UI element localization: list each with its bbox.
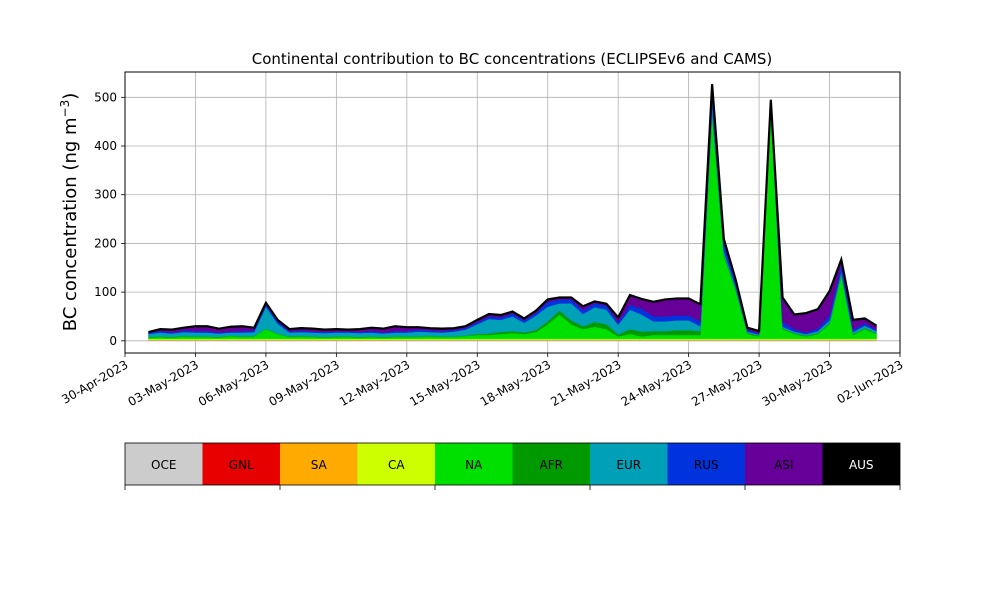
x-tick-label: 27-May-2023 [689,357,764,409]
y-axis-label-sup: −3 [58,100,72,118]
x-tick-label: 06-May-2023 [196,357,271,409]
y-tick-label: 300 [94,188,117,202]
stacked-areas [148,84,876,341]
x-tick-label: 09-May-2023 [266,357,341,409]
legend-label-gnl: GNL [229,458,254,472]
x-tick-label: 02-Jun-2023 [835,357,906,406]
legend-label-eur: EUR [616,458,641,472]
legend-label-rus: RUS [694,458,719,472]
y-tick-label: 100 [94,285,117,299]
y-tick-label: 200 [94,236,117,250]
x-axis: 30-Apr-202303-May-202306-May-202309-May-… [59,353,905,409]
colorbar-legend: OCE GNL SA CA NA AFR EUR RUS ASI AUS [125,443,900,490]
x-tick-label: 30-May-2023 [760,357,835,409]
x-tick-label: 21-May-2023 [548,357,623,409]
legend-label-sa: SA [311,458,328,472]
legend-label-aus: AUS [849,458,874,472]
x-tick-label: 15-May-2023 [407,357,482,409]
y-tick-label: 500 [94,90,117,104]
y-axis-label-main: BC concentration (ng m [60,117,81,331]
x-tick-label: 12-May-2023 [337,357,412,409]
y-axis-label-close: ) [60,93,81,100]
legend-label-asi: ASI [774,458,793,472]
legend-label-na: NA [465,458,483,472]
legend-label-ca: CA [388,458,405,472]
x-tick-label: 30-Apr-2023 [59,357,130,406]
legend-label-oce: OCE [151,458,176,472]
y-tick-label: 400 [94,139,117,153]
area-na [148,110,876,339]
chart-title: Continental contribution to BC concentra… [252,50,773,68]
legend-label-afr: AFR [540,458,563,472]
x-tick-label: 03-May-2023 [125,357,200,409]
y-axis: 0 100 200 300 400 500 [94,90,125,348]
x-tick-label: 24-May-2023 [619,357,694,409]
y-tick-label: 0 [109,334,117,348]
y-axis-label: BC concentration (ng m−3) [58,93,81,332]
x-tick-label: 18-May-2023 [478,357,553,409]
